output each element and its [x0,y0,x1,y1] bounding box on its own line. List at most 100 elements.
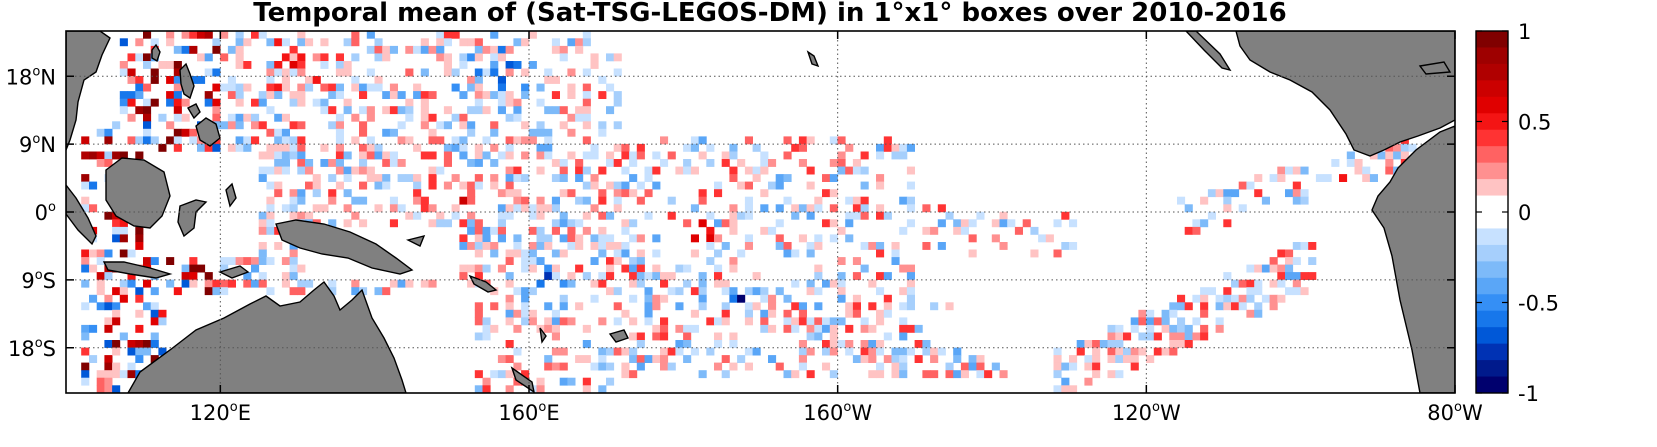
data-cell [829,324,838,333]
data-cell [752,287,761,296]
data-cell [636,234,645,243]
data-cell [119,219,128,228]
data-cell [96,377,105,386]
data-cell [351,31,360,39]
data-cell [806,211,815,220]
data-cell [629,264,638,273]
data-cell [266,211,275,220]
data-cell [166,136,175,145]
data-cell [482,136,491,145]
data-cell [397,159,406,167]
data-cell [652,264,661,273]
data-cell [598,234,607,243]
data-cell [150,355,159,363]
data-cell [837,287,846,296]
land-america [1235,31,1455,157]
data-cell [112,340,121,348]
land-mindanao [195,117,221,147]
data-cell [405,68,414,77]
data-cell [143,98,152,107]
data-cell [775,242,784,250]
data-cell [714,264,723,273]
data-cell [96,257,105,265]
data-cell [119,151,128,160]
data-cell [683,332,692,341]
data-cell [721,302,730,311]
data-cell [413,174,422,182]
data-cell [505,91,514,99]
data-cell [389,45,398,54]
data-cell [968,362,977,371]
data-cell [729,174,738,182]
data-cell [1238,279,1247,288]
data-cell [960,219,969,228]
data-cell [551,317,560,326]
data-cell [505,98,514,107]
data-cell [428,279,437,288]
data-cell [590,257,599,265]
data-cell [521,370,530,379]
data-cell [567,242,576,250]
data-cell [243,61,252,69]
data-cell [351,76,360,84]
data-cell [467,121,476,130]
data-cell [906,294,915,303]
data-cell [436,38,445,47]
data-cell [158,317,167,326]
data-cell [513,204,522,213]
data-cell [714,181,723,190]
data-cell [675,347,684,356]
data-cell [883,355,892,363]
data-cell [119,287,128,296]
land-australia [127,280,407,393]
data-cell [81,204,90,213]
data-cell [382,287,391,296]
data-cell [1362,166,1371,175]
data-cell [652,151,661,160]
data-cell [644,166,653,175]
data-cell [258,31,267,39]
data-cell [1169,347,1178,356]
data-cell [675,264,684,273]
data-cell [127,279,136,288]
data-cell [621,242,630,250]
data-cell [1285,166,1294,175]
data-cell [513,324,522,333]
data-cell [212,143,221,152]
data-cell [876,174,885,182]
data-cell [876,249,885,258]
data-cell [474,317,483,326]
data-cell [96,249,105,258]
data-cell [629,189,638,198]
data-cell [81,332,90,341]
data-cell [1107,324,1116,333]
data-cell [852,166,861,175]
data-cell [721,242,730,250]
data-cell [1285,287,1294,296]
data-cell [806,287,815,296]
data-cell [258,166,267,175]
data-cell [1308,272,1317,280]
data-cell [513,166,522,175]
data-cell [212,38,221,47]
data-cell [281,83,290,92]
data-cell [474,98,483,107]
data-cell [397,279,406,288]
data-cell [413,181,422,190]
data-cell [474,174,483,182]
data-cell [251,264,260,273]
data-cell [143,53,152,62]
data-cell [443,181,452,190]
data-cell [289,68,298,77]
data-cell [714,362,723,371]
data-cell [1354,159,1363,167]
data-cell [289,196,298,205]
data-cell [613,242,622,250]
land-vanuatu [539,327,547,344]
data-cell [81,377,90,386]
data-cell [798,136,807,145]
data-cell [343,219,352,228]
data-cell [189,272,198,280]
data-cell [474,83,483,92]
data-cell [621,181,630,190]
